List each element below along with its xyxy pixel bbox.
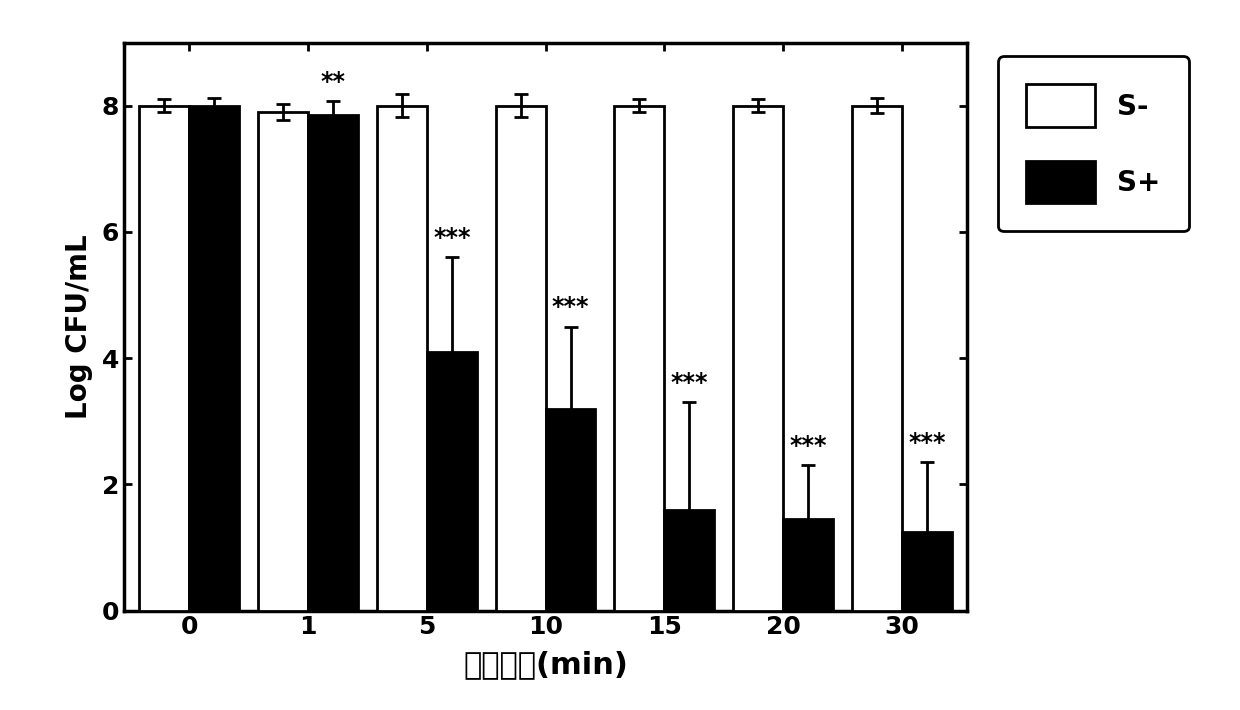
Text: ***: *** — [433, 226, 470, 250]
Bar — [665, 510, 714, 611]
Y-axis label: Log CFU/mL: Log CFU/mL — [66, 234, 93, 419]
Bar — [427, 352, 476, 611]
Text: ***: *** — [790, 434, 827, 458]
Bar — [139, 106, 190, 611]
Bar — [496, 106, 546, 611]
X-axis label: 照射时间(min): 照射时间(min) — [464, 650, 627, 679]
Bar — [258, 112, 308, 611]
Bar — [190, 106, 239, 611]
Bar — [308, 115, 358, 611]
Bar — [615, 106, 665, 611]
Bar — [852, 106, 901, 611]
Bar — [377, 106, 427, 611]
Bar — [901, 532, 952, 611]
Text: ***: *** — [908, 431, 946, 454]
Bar — [733, 106, 784, 611]
Text: ***: *** — [552, 295, 589, 319]
Bar — [784, 519, 833, 611]
Text: ***: *** — [671, 371, 708, 395]
Bar — [546, 409, 595, 611]
Legend: S-, S+: S-, S+ — [998, 57, 1189, 231]
Text: **: ** — [320, 70, 346, 94]
